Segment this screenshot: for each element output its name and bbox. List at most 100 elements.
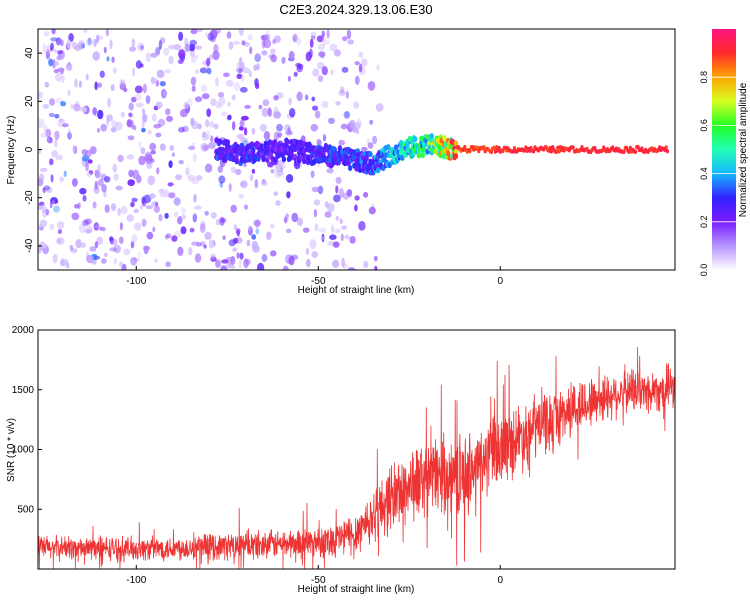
heatmap-cell — [203, 244, 207, 249]
heatmap-cell — [260, 34, 268, 41]
heatmap-cell — [164, 212, 169, 219]
heatmap-cell — [248, 70, 252, 78]
heatmap-cell — [117, 207, 121, 216]
heatmap-cell — [326, 168, 334, 174]
heatmap-cell — [132, 67, 136, 77]
heatmap-cell — [311, 251, 319, 258]
heatmap-cell — [142, 113, 148, 123]
heatmap-ridge-cell — [557, 149, 561, 154]
heatmap-cell — [210, 98, 217, 107]
heatmap-cell — [60, 257, 65, 267]
heatmap-cell — [74, 78, 78, 88]
heatmap-cell — [273, 95, 279, 101]
heatmap-cell — [194, 96, 203, 103]
heatmap-cell — [155, 101, 163, 109]
colorbar-tick-label: 0.8 — [699, 71, 709, 84]
heatmap-cell — [232, 40, 241, 45]
heatmap-cell — [49, 137, 53, 144]
heatmap-cell — [236, 237, 243, 244]
heatmap-cell — [261, 50, 268, 56]
heatmap-cell — [310, 123, 319, 132]
heatmap-cell — [150, 158, 155, 163]
heatmap-cell — [93, 185, 100, 194]
heatmap-cell — [120, 205, 128, 215]
heatmap-cell — [243, 162, 247, 168]
heatmap-cell — [270, 169, 275, 174]
heatmap-cell — [145, 52, 151, 62]
heatmap-cell — [236, 252, 240, 259]
heatmap-cell — [66, 262, 70, 269]
heatmap-cell — [180, 226, 187, 235]
heatmap-cell — [111, 56, 115, 63]
heatmap-cell — [244, 258, 251, 265]
heatmap-cell — [292, 35, 297, 42]
heatmap-cell — [373, 255, 378, 262]
heatmap-cell — [84, 218, 92, 225]
heatmap-ridge-cell — [475, 145, 480, 150]
heatmap-cell — [254, 53, 261, 63]
heatmap-ridge-cell — [220, 146, 225, 153]
heatmap-cell — [293, 71, 298, 77]
heatmap-cell — [251, 168, 256, 174]
heatmap-cell — [171, 152, 175, 157]
heatmap-cell — [338, 89, 346, 97]
x-tick-label: -100 — [126, 575, 146, 586]
heatmap-cell — [231, 94, 236, 101]
heatmap-cell — [76, 42, 84, 49]
heatmap-cell — [155, 201, 159, 207]
heatmap-cell — [126, 214, 134, 222]
heatmap-cell — [100, 123, 107, 132]
heatmap-cell — [317, 139, 322, 147]
heatmap-cell — [349, 119, 356, 129]
heatmap-cell — [110, 84, 115, 92]
heatmap-cell — [201, 60, 208, 66]
x-tick-label: 0 — [497, 575, 503, 586]
heatmap-cell — [192, 213, 198, 223]
heatmap-cell — [188, 44, 196, 52]
heatmap-cell — [327, 203, 335, 213]
snr-x-axis-label: Height of straight line (km) — [298, 584, 415, 595]
heatmap-cell — [82, 29, 88, 34]
heatmap-cell — [259, 124, 267, 132]
heatmap-cell — [55, 154, 63, 161]
heatmap-cell — [318, 43, 325, 51]
heatmap-cell — [285, 174, 294, 183]
heatmap-cells — [38, 29, 670, 270]
heatmap-cell — [342, 36, 348, 42]
heatmap-cell — [314, 110, 321, 119]
heatmap-cell — [285, 228, 292, 234]
heatmap-cell — [236, 230, 240, 237]
heatmap-cell — [105, 29, 110, 37]
heatmap-cell — [270, 48, 276, 55]
heatmap-cell — [223, 72, 230, 78]
heatmap-cell — [302, 227, 310, 233]
heatmap-cell — [367, 142, 374, 149]
heatmap-cell — [305, 247, 310, 255]
heatmap-cell — [147, 175, 155, 186]
heatmap-cell — [80, 242, 86, 249]
heatmap-cell — [85, 38, 94, 47]
heatmap-cell — [119, 79, 126, 89]
snr-y-axis-label: SNR (10 * v/v) — [6, 418, 17, 482]
y-tick-label: 2000 — [12, 325, 35, 336]
heatmap-cell — [130, 256, 138, 266]
heatmap-cell — [54, 138, 58, 148]
heatmap-cell — [109, 247, 118, 252]
heatmap-cell — [243, 204, 249, 210]
heatmap-cell — [48, 58, 54, 67]
heatmap-cell — [137, 42, 145, 52]
heatmap-cell — [239, 119, 244, 128]
heatmap-cell — [257, 262, 265, 270]
heatmap-cell — [82, 219, 89, 226]
heatmap-cell — [281, 56, 286, 64]
heatmap-cell — [206, 108, 212, 117]
heatmap-cell — [139, 45, 144, 50]
heatmap-cell — [94, 169, 101, 179]
heatmap-cell — [272, 38, 276, 45]
heatmap-cell — [149, 142, 157, 151]
heatmap-cell — [78, 80, 83, 88]
heatmap-cell — [375, 103, 384, 112]
heatmap-cell — [147, 129, 152, 135]
heatmap-cell — [322, 134, 327, 142]
heatmap-cell — [187, 174, 195, 182]
